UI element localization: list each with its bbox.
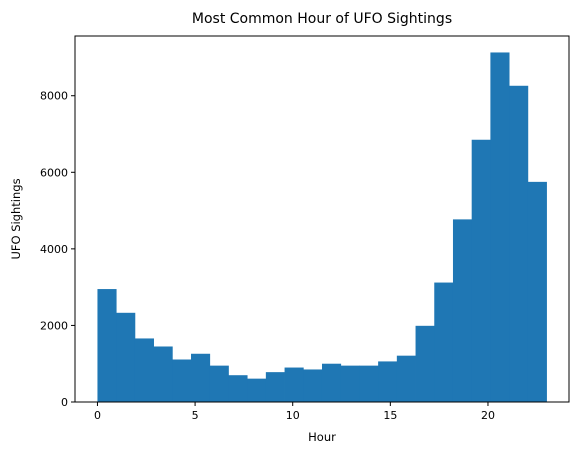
histogram-bar [415,325,435,402]
y-tick-label: 4000 [40,243,68,256]
histogram-bar [396,355,416,402]
histogram-bar [134,338,154,402]
histogram-bar [490,52,510,402]
x-tick-label: 5 [192,409,199,422]
histogram-bar [116,312,136,402]
plot-frame [74,35,570,403]
y-tick-label: 2000 [40,319,68,332]
histogram-bar [321,363,342,402]
histogram-bar [153,346,173,402]
histogram-bar [209,365,229,402]
histogram-bar [340,365,360,402]
histogram-bar [509,85,529,403]
x-axis-label: Hour [308,430,336,444]
histogram-bar [172,359,192,402]
y-tick-label: 8000 [40,90,68,103]
histogram-bar [191,353,211,402]
histogram-bar [303,369,323,402]
x-axis-ticks: 0 5 10 15 20 [94,402,495,422]
histogram-bar [228,375,248,402]
histogram-bar [527,181,547,402]
y-axis-label: UFO Sightings [9,178,23,259]
x-tick-label: 20 [481,409,495,422]
chart-title: Most Common Hour of UFO Sightings [192,11,452,27]
x-tick-label: 15 [383,409,397,422]
histogram-bar [452,219,473,402]
histogram-bar [471,139,491,403]
histogram-bar [247,378,267,402]
bars-group [97,52,547,403]
histogram-bar [265,372,285,402]
x-tick-label: 0 [94,409,101,422]
histogram-bar [97,289,117,402]
histogram-bar [284,367,304,402]
y-tick-label: 6000 [40,166,68,179]
y-tick-label: 0 [61,396,68,409]
histogram-bar [359,365,379,402]
histogram-bar [434,282,454,402]
y-axis-ticks: 0 2000 4000 6000 8000 [40,90,75,409]
x-tick-label: 10 [286,409,300,422]
histogram-bar [378,361,398,402]
